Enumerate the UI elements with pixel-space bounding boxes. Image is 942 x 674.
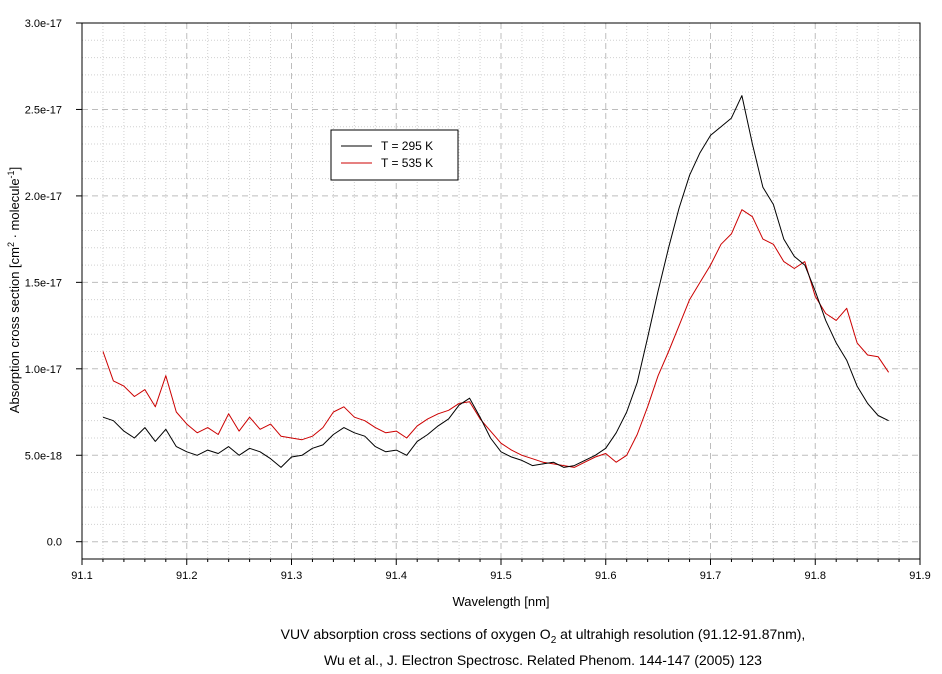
x-tick-label: 91.1 bbox=[71, 570, 92, 582]
y-tick-label: 3.0e-17 bbox=[25, 18, 62, 30]
caption-line-2: Wu et al., J. Electron Spectrosc. Relate… bbox=[324, 652, 762, 668]
legend-box bbox=[330, 129, 459, 181]
y-axis-label: Absorption cross section [cm2 · molecule… bbox=[6, 167, 22, 413]
x-tick-label: 91.3 bbox=[281, 570, 302, 582]
x-tick-label: 91.4 bbox=[386, 570, 407, 582]
x-tick-label: 91.6 bbox=[595, 570, 616, 582]
legend-label-535k: T = 535 K bbox=[381, 156, 433, 170]
series-layer bbox=[102, 95, 890, 468]
x-tick-label: 91.2 bbox=[176, 570, 197, 582]
x-tick-label: 91.8 bbox=[805, 570, 826, 582]
y-tick-label: 2.0e-17 bbox=[25, 191, 62, 203]
grid bbox=[81, 22, 921, 559]
legend: T = 295 K T = 535 K bbox=[330, 129, 459, 181]
legend-label-295k: T = 295 K bbox=[381, 139, 433, 153]
y-tick-label: 2.5e-17 bbox=[25, 104, 62, 116]
series-line-535k bbox=[102, 209, 890, 468]
x-tick-label: 91.7 bbox=[700, 570, 721, 582]
caption-line-1: VUV absorption cross sections of oxygen … bbox=[280, 626, 806, 646]
y-tick-label: 5.0e-18 bbox=[25, 450, 62, 462]
x-tick-label: 91.9 bbox=[909, 570, 930, 582]
series-line-295k bbox=[102, 95, 889, 468]
x-tick-label: 91.5 bbox=[490, 570, 511, 582]
x-axis-ticks: 91.1 91.2 91.3 91.4 91.5 91.6 91.7 91.8 91.9 bbox=[71, 559, 931, 582]
y-tick-label: 1.5e-17 bbox=[25, 277, 62, 289]
x-axis-label: Wavelength [nm] bbox=[452, 594, 549, 609]
y-tick-label: 0.0 bbox=[47, 537, 62, 549]
y-axis-ticks: 0.0 5.0e-18 1.0e-17 1.5e-17 2.0e-17 2.5e-17 3.… bbox=[25, 18, 82, 549]
y-tick-label: 1.0e-17 bbox=[25, 364, 62, 376]
